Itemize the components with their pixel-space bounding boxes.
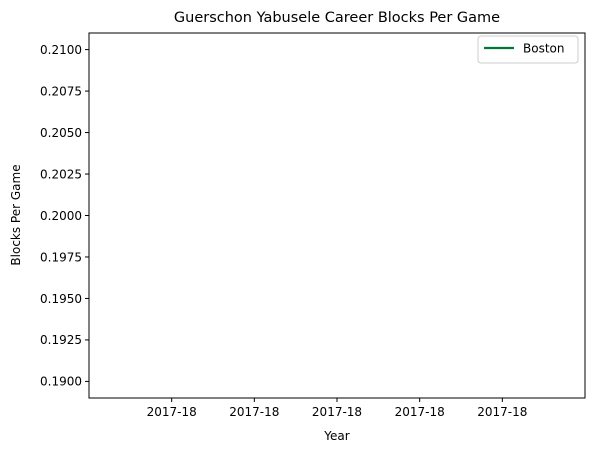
legend: Boston — [477, 35, 579, 64]
y-tick-label: 0.2025 — [40, 167, 82, 181]
x-tick-label: 2017-18 — [477, 405, 527, 419]
y-tick-label: 0.1950 — [40, 292, 82, 306]
y-axis: 0.1900 0.1925 0.1950 0.1975 0.2000 0.2025 0.20… — [40, 43, 89, 389]
y-tick-label: 0.1975 — [40, 250, 82, 264]
y-tick-label: 0.2100 — [40, 43, 82, 57]
y-tick-label: 0.2075 — [40, 84, 82, 98]
x-tick-label: 2017-18 — [312, 405, 362, 419]
x-axis: 2017-18 2017-18 2017-18 2017-18 2017-18 — [147, 398, 527, 419]
y-tick-label: 0.1925 — [40, 333, 82, 347]
y-tick-label: 0.1900 — [40, 375, 82, 389]
x-axis-label: Year — [323, 429, 349, 443]
y-axis-label: Blocks Per Game — [9, 164, 23, 265]
legend-box — [477, 35, 579, 64]
chart-title: Guerschon Yabusele Career Blocks Per Gam… — [174, 10, 500, 26]
y-tick-label: 0.2000 — [40, 209, 82, 223]
legend-label-boston: Boston — [523, 42, 564, 56]
y-tick-label: 0.2050 — [40, 126, 82, 140]
x-tick-label: 2017-18 — [395, 405, 445, 419]
x-tick-label: 2017-18 — [229, 405, 279, 419]
x-tick-label: 2017-18 — [147, 405, 197, 419]
